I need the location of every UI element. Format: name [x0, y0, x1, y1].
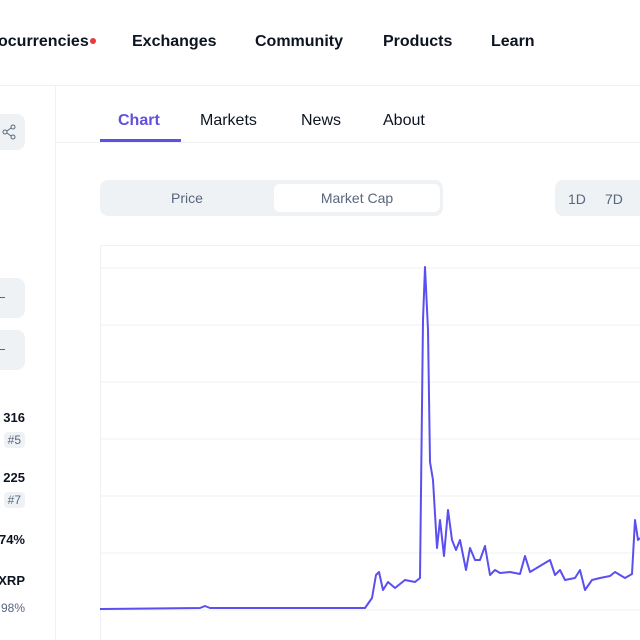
- chart-frame: [100, 245, 640, 640]
- sidebar-button[interactable]: [0, 278, 25, 318]
- stat-rank: #5: [3, 432, 25, 448]
- tab-underline: [100, 139, 181, 142]
- tab-border: [56, 142, 640, 143]
- toggle-option[interactable]: Price: [171, 190, 203, 206]
- stat-value: 74%: [0, 532, 25, 547]
- toggle-option[interactable]: Market Cap: [320, 190, 394, 206]
- toggle-active: [274, 184, 440, 212]
- share-button[interactable]: [0, 114, 25, 150]
- nav-item[interactable]: ocurrencies: [0, 33, 89, 50]
- nav-border: [0, 85, 640, 86]
- share-icon: [2, 124, 16, 140]
- stat-value: 316: [3, 410, 25, 425]
- sidebar-border: [55, 86, 56, 640]
- sidebar-button[interactable]: [0, 330, 25, 370]
- range-selector: 1D 7D: [555, 180, 640, 216]
- range-option[interactable]: 7D: [605, 191, 623, 207]
- stat-value: 225: [3, 470, 25, 485]
- stat-rank: #7: [3, 492, 25, 508]
- nav-item[interactable]: Community: [255, 33, 343, 50]
- nav-item[interactable]: Products: [383, 33, 453, 50]
- tab[interactable]: About: [383, 112, 425, 129]
- range-option[interactable]: 1D: [568, 191, 586, 207]
- tab-active[interactable]: Chart: [118, 112, 160, 129]
- tab[interactable]: News: [301, 112, 342, 129]
- grid: [100, 267, 640, 611]
- nav-dot: [90, 38, 96, 44]
- market-cap-line: [99, 266, 640, 610]
- stat-sub: 98%: [0, 601, 25, 615]
- nav-item[interactable]: Exchanges: [132, 33, 217, 50]
- toggle: Price Market Cap: [100, 180, 443, 216]
- tab[interactable]: Markets: [200, 112, 257, 129]
- stat-value: XRP: [0, 573, 25, 588]
- nav-item[interactable]: Learn: [491, 33, 535, 50]
